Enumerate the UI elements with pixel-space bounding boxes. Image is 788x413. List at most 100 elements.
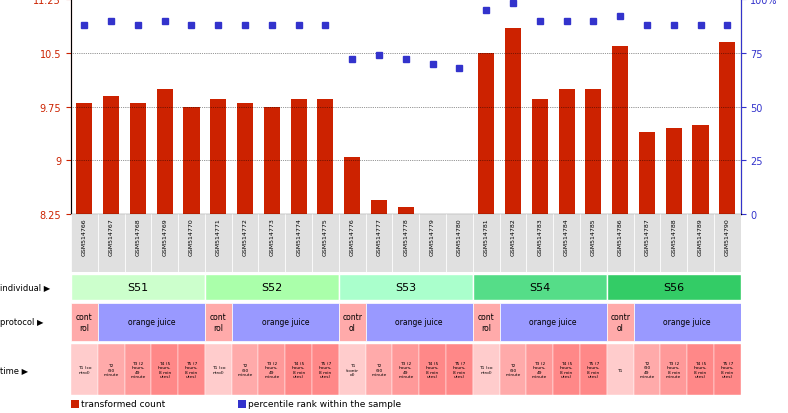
FancyBboxPatch shape	[339, 304, 366, 341]
Bar	[291, 100, 307, 215]
Text: T1
(contr
ol): T1 (contr ol)	[346, 363, 359, 376]
Bar	[612, 47, 628, 215]
Text: T3 (2
hours,
49
minute: T3 (2 hours, 49 minute	[264, 361, 280, 378]
FancyBboxPatch shape	[687, 215, 714, 273]
Text: GSM514771: GSM514771	[216, 218, 221, 255]
Bar	[130, 104, 146, 215]
Text: contr
ol: contr ol	[610, 313, 630, 332]
FancyBboxPatch shape	[473, 215, 500, 273]
Text: contr
ol: contr ol	[342, 313, 362, 332]
FancyBboxPatch shape	[205, 274, 339, 300]
Bar	[103, 97, 119, 215]
FancyBboxPatch shape	[714, 215, 741, 273]
Text: GSM514778: GSM514778	[403, 218, 408, 255]
FancyBboxPatch shape	[71, 344, 98, 395]
Text: T4 (5
hours,
8 min
utes): T4 (5 hours, 8 min utes)	[693, 361, 708, 378]
FancyBboxPatch shape	[232, 215, 258, 273]
Text: GSM514768: GSM514768	[136, 218, 140, 255]
FancyBboxPatch shape	[607, 215, 634, 273]
FancyBboxPatch shape	[473, 274, 607, 300]
FancyBboxPatch shape	[419, 344, 446, 395]
FancyBboxPatch shape	[339, 215, 366, 273]
Bar	[344, 157, 360, 215]
Text: percentile rank within the sample: percentile rank within the sample	[248, 399, 402, 408]
FancyBboxPatch shape	[71, 215, 98, 273]
FancyBboxPatch shape	[205, 304, 232, 341]
Text: GSM514780: GSM514780	[457, 218, 462, 255]
Bar	[478, 54, 494, 215]
Text: GSM514779: GSM514779	[430, 218, 435, 255]
Text: GSM514776: GSM514776	[350, 218, 355, 255]
Text: GSM514769: GSM514769	[162, 218, 167, 255]
Bar	[371, 200, 387, 215]
FancyBboxPatch shape	[500, 215, 526, 273]
Text: GSM514766: GSM514766	[82, 218, 87, 255]
Text: T3 (2
hours,
49
minute: T3 (2 hours, 49 minute	[532, 361, 548, 378]
FancyBboxPatch shape	[580, 344, 607, 395]
Text: T1 (co
ntrol): T1 (co ntrol)	[77, 366, 91, 374]
FancyBboxPatch shape	[151, 344, 178, 395]
Text: S56: S56	[663, 282, 684, 292]
Bar	[237, 104, 253, 215]
Text: GSM514786: GSM514786	[618, 218, 623, 255]
Text: orange juice: orange juice	[530, 318, 577, 327]
Bar	[693, 125, 708, 215]
FancyBboxPatch shape	[98, 304, 205, 341]
FancyBboxPatch shape	[258, 215, 285, 273]
Bar	[184, 107, 199, 215]
FancyBboxPatch shape	[526, 215, 553, 273]
Text: T3 (2
hours,
49
minute: T3 (2 hours, 49 minute	[398, 361, 414, 378]
Text: S53: S53	[396, 282, 416, 292]
FancyBboxPatch shape	[687, 344, 714, 395]
FancyBboxPatch shape	[500, 344, 526, 395]
Text: T3 (2
hours,
8 min
minute: T3 (2 hours, 8 min minute	[666, 361, 682, 378]
FancyBboxPatch shape	[660, 344, 687, 395]
Bar	[532, 100, 548, 215]
Text: GSM514788: GSM514788	[671, 218, 676, 255]
Text: GSM514783: GSM514783	[537, 218, 542, 255]
FancyBboxPatch shape	[312, 215, 339, 273]
FancyBboxPatch shape	[446, 215, 473, 273]
FancyBboxPatch shape	[553, 344, 580, 395]
Bar	[318, 100, 333, 215]
Text: GSM514775: GSM514775	[323, 218, 328, 255]
Bar	[210, 100, 226, 215]
Text: GSM514781: GSM514781	[484, 218, 489, 255]
Bar	[719, 43, 735, 215]
Text: T3 (2
hours,
49
minute: T3 (2 hours, 49 minute	[130, 361, 146, 378]
FancyBboxPatch shape	[634, 215, 660, 273]
FancyBboxPatch shape	[392, 344, 419, 395]
Text: cont
rol: cont rol	[210, 313, 227, 332]
Text: T4 (5
hours,
8 min
utes): T4 (5 hours, 8 min utes)	[559, 361, 574, 378]
FancyBboxPatch shape	[285, 215, 312, 273]
FancyBboxPatch shape	[205, 215, 232, 273]
FancyBboxPatch shape	[607, 304, 634, 341]
Text: GSM514777: GSM514777	[377, 218, 381, 255]
Text: GSM514770: GSM514770	[189, 218, 194, 255]
FancyBboxPatch shape	[634, 304, 741, 341]
Text: T2
(90
49
minute: T2 (90 49 minute	[639, 361, 655, 378]
FancyBboxPatch shape	[339, 274, 473, 300]
FancyBboxPatch shape	[392, 215, 419, 273]
Text: GSM514784: GSM514784	[564, 218, 569, 255]
Text: transformed count: transformed count	[81, 399, 165, 408]
FancyBboxPatch shape	[526, 344, 553, 395]
Text: protocol ▶: protocol ▶	[0, 318, 43, 327]
Bar	[264, 107, 280, 215]
Bar	[76, 104, 92, 215]
Bar	[505, 28, 521, 215]
Text: T5 (7
hours,
8 min
utes): T5 (7 hours, 8 min utes)	[720, 361, 734, 378]
Text: GSM514789: GSM514789	[698, 218, 703, 255]
FancyBboxPatch shape	[607, 344, 634, 395]
Bar	[585, 90, 601, 215]
FancyBboxPatch shape	[151, 215, 178, 273]
FancyBboxPatch shape	[71, 304, 98, 341]
Text: T2
(90
minute: T2 (90 minute	[505, 363, 521, 376]
Text: GSM514787: GSM514787	[645, 218, 649, 255]
Text: GSM514790: GSM514790	[725, 218, 730, 255]
FancyBboxPatch shape	[607, 274, 741, 300]
Text: T1: T1	[618, 368, 623, 372]
FancyBboxPatch shape	[232, 344, 258, 395]
Text: T5 (7
hours,
8 min
utes): T5 (7 hours, 8 min utes)	[184, 361, 199, 378]
FancyBboxPatch shape	[419, 215, 446, 273]
